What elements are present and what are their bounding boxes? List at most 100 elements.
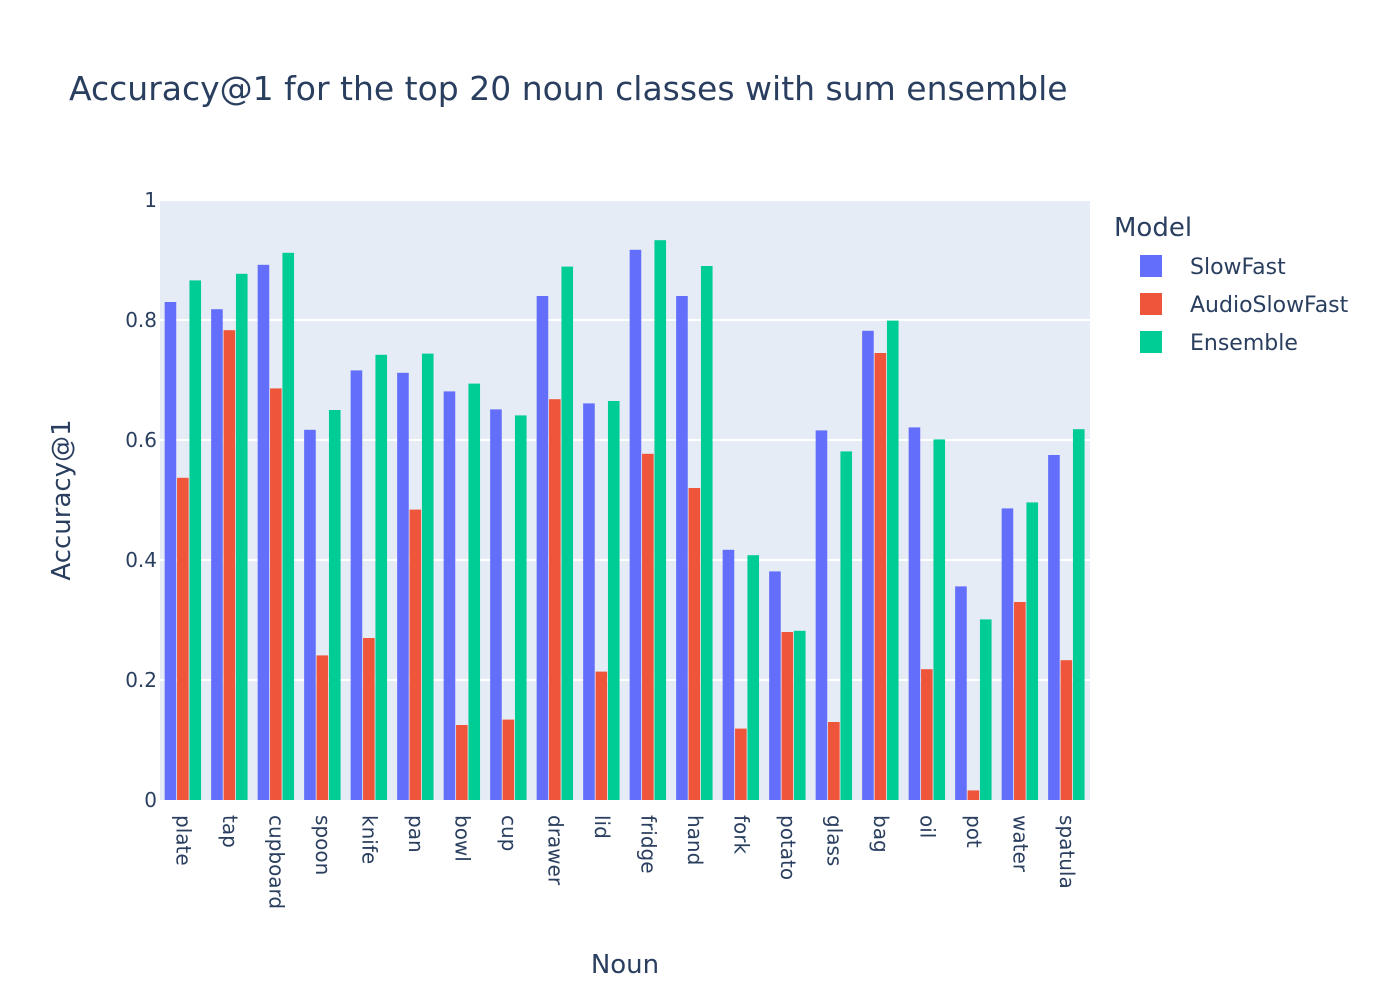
bar-ensemble-spoon: [328, 410, 341, 800]
bar-slowfast-cupboard: [257, 264, 270, 800]
x-tick-label: lid: [590, 815, 614, 839]
bar-ensemble-glass: [840, 451, 853, 800]
bar-ensemble-bag: [886, 320, 899, 800]
bar-slowfast-tap: [211, 309, 223, 800]
bar-slowfast-spatula: [1048, 455, 1060, 800]
bar-audioslowfast-knife: [363, 638, 375, 800]
bar-slowfast-fork: [722, 549, 735, 800]
bar-audioslowfast-tap: [223, 330, 236, 800]
bar-audioslowfast-lid: [595, 671, 608, 800]
x-tick-label: pan: [404, 815, 428, 853]
bars: [164, 240, 1085, 801]
y-tick-label: 0: [144, 788, 157, 812]
bar-slowfast-water: [1001, 508, 1014, 800]
bar-audioslowfast-bag: [874, 353, 887, 800]
bar-ensemble-lid: [607, 401, 620, 800]
x-tick-label: water: [1008, 815, 1032, 873]
legend-swatch-ensemble[interactable]: [1140, 331, 1162, 353]
bar-audioslowfast-oil: [921, 669, 933, 800]
bar-ensemble-water: [1026, 502, 1039, 800]
y-tick-label: 0.8: [125, 308, 157, 332]
x-tick-label: bowl: [450, 815, 474, 862]
x-tick-label: hand: [683, 815, 707, 865]
bar-audioslowfast-glass: [828, 722, 840, 800]
bar-slowfast-fridge: [629, 249, 642, 801]
x-axis-ticks: plate tap cupboard spoon knife pan bowl cup draw…: [171, 815, 1079, 909]
bar-slowfast-bag: [862, 330, 874, 800]
bar-slowfast-pot: [955, 586, 967, 800]
bar-audioslowfast-bowl: [456, 725, 468, 800]
bar-audioslowfast-fork: [735, 728, 747, 800]
legend-label-slowfast[interactable]: SlowFast: [1190, 255, 1286, 280]
bar-ensemble-cupboard: [282, 252, 295, 801]
x-tick-label: spatula: [1055, 815, 1079, 889]
x-tick-label: pot: [962, 815, 986, 848]
bar-slowfast-cup: [490, 409, 502, 800]
bar-audioslowfast-plate: [177, 477, 189, 800]
bar-slowfast-bowl: [443, 391, 456, 800]
bar-ensemble-tap: [235, 273, 248, 800]
x-tick-label: oil: [915, 815, 939, 838]
bar-ensemble-hand: [700, 266, 713, 800]
x-tick-label: fridge: [636, 815, 660, 874]
bar-slowfast-spoon: [304, 429, 316, 800]
bar-ensemble-bowl: [468, 383, 481, 800]
bar-ensemble-cup: [514, 415, 527, 800]
x-tick-label: bag: [869, 815, 893, 853]
bar-slowfast-potato: [769, 571, 781, 800]
bar-audioslowfast-cup: [502, 719, 515, 800]
plot-area: [160, 200, 1090, 800]
bar-slowfast-knife: [350, 370, 363, 800]
bar-audioslowfast-spatula: [1060, 660, 1073, 800]
bar-slowfast-drawer: [536, 296, 549, 800]
legend-label-ensemble[interactable]: Ensemble: [1190, 331, 1298, 356]
bar-slowfast-plate: [164, 302, 177, 800]
x-tick-label: cup: [497, 815, 521, 851]
bar-ensemble-fridge: [654, 240, 667, 800]
bar-ensemble-spatula: [1072, 429, 1085, 800]
bar-ensemble-pan: [421, 353, 434, 800]
x-tick-label: plate: [171, 815, 195, 866]
y-axis-title: Accuracy@1: [47, 419, 77, 580]
bar-ensemble-drawer: [561, 266, 574, 801]
bar-ensemble-potato: [793, 630, 806, 800]
bar-slowfast-oil: [908, 427, 921, 800]
bar-slowfast-pan: [397, 372, 409, 800]
y-axis-ticks: 0 0.2 0.4 0.6 0.8 1: [125, 188, 157, 812]
y-tick-label: 0.6: [125, 428, 157, 452]
bar-slowfast-hand: [676, 296, 688, 800]
legend-label-audioslowfast[interactable]: AudioSlowFast: [1190, 293, 1349, 318]
chart-title: Accuracy@1 for the top 20 noun classes w…: [69, 69, 1068, 108]
legend-swatch-slowfast[interactable]: [1140, 255, 1162, 277]
bar-audioslowfast-hand: [688, 488, 701, 800]
y-tick-label: 0.2: [125, 668, 157, 692]
x-tick-label: drawer: [543, 815, 567, 886]
y-tick-label: 0.4: [125, 548, 157, 572]
legend-swatch-audioslowfast[interactable]: [1140, 293, 1162, 315]
x-tick-label: potato: [776, 815, 800, 880]
bar-audioslowfast-pan: [409, 509, 422, 800]
x-tick-label: knife: [357, 815, 381, 864]
bar-audioslowfast-potato: [781, 632, 794, 800]
bar-audioslowfast-fridge: [642, 453, 654, 800]
bar-ensemble-oil: [933, 439, 946, 800]
y-tick-label: 1: [144, 188, 157, 212]
bar-ensemble-fork: [747, 555, 760, 800]
bar-audioslowfast-water: [1014, 602, 1026, 800]
x-tick-label: cupboard: [264, 815, 288, 909]
x-tick-label: fork: [729, 815, 753, 855]
x-tick-label: glass: [822, 815, 846, 866]
bar-ensemble-plate: [189, 280, 202, 800]
bar-slowfast-lid: [583, 403, 595, 800]
x-tick-label: spoon: [311, 815, 335, 875]
x-tick-label: tap: [218, 815, 242, 848]
legend: Model SlowFast AudioSlowFast Ensemble: [1114, 213, 1349, 356]
bar-audioslowfast-pot: [967, 790, 980, 800]
legend-title: Model: [1114, 213, 1192, 243]
bar-audioslowfast-drawer: [549, 399, 561, 800]
x-axis-title: Noun: [591, 950, 659, 980]
bar-audioslowfast-cupboard: [270, 388, 282, 800]
bar-ensemble-pot: [979, 619, 992, 800]
bar-audioslowfast-spoon: [316, 655, 329, 800]
